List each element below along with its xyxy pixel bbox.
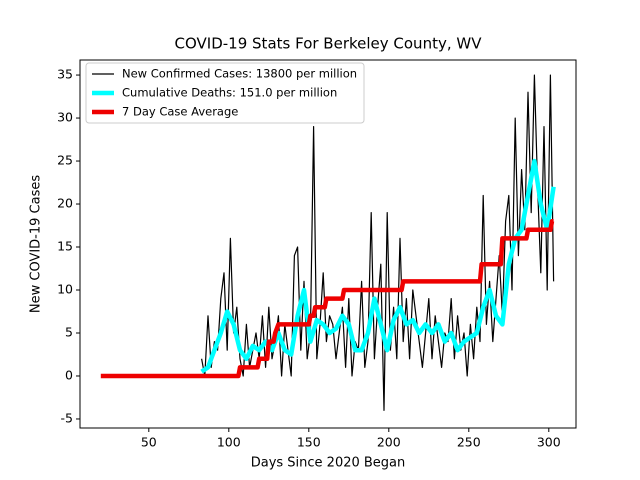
legend-label: 7 Day Case Average (122, 105, 238, 119)
x-tick-label: 200 (377, 435, 401, 450)
legend-box (85, 62, 365, 124)
y-tick-label: 25 (57, 153, 73, 168)
x-tick-label: 250 (457, 435, 481, 450)
y-tick-label: 10 (57, 282, 73, 297)
legend-label: Cumulative Deaths: 151.0 per million (122, 86, 337, 100)
x-axis-label: Days Since 2020 Began (251, 456, 406, 471)
y-tick-label: 30 (57, 110, 73, 125)
legend-label: New Confirmed Cases: 13800 per million (122, 67, 357, 81)
y-tick-label: 15 (57, 239, 73, 254)
plot-frame (79, 59, 577, 429)
y-tick-label: 20 (57, 196, 73, 211)
y-tick-label: -5 (61, 410, 73, 425)
x-tick-label: 100 (217, 435, 241, 450)
y-tick-label: 35 (57, 67, 73, 82)
x-tick-label: 150 (297, 435, 321, 450)
chart-title: COVID-19 Stats For Berkeley County, WV (175, 35, 483, 53)
series-line (200, 158, 556, 374)
x-tick-label: 50 (141, 435, 157, 450)
y-tick-label: 0 (65, 367, 73, 382)
series-line (100, 218, 555, 379)
x-tick-label: 300 (537, 435, 561, 450)
y-axis-label: New COVID-19 Cases (29, 175, 44, 313)
y-tick-label: 5 (65, 324, 73, 339)
